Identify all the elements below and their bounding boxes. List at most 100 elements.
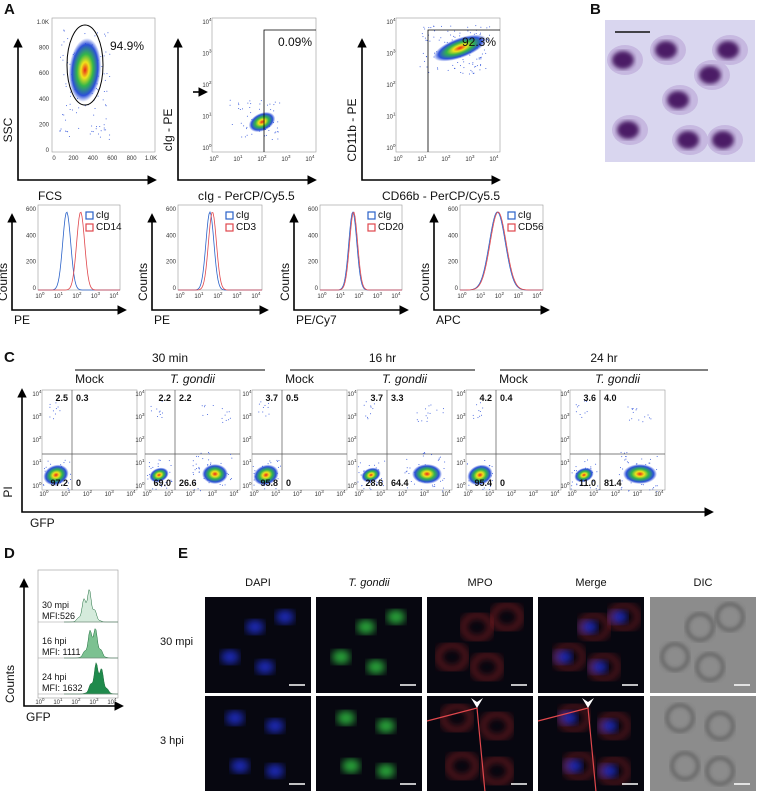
event-dot: [265, 415, 267, 417]
event-dot: [98, 133, 100, 135]
event-dot: [426, 39, 428, 41]
signal: [436, 643, 468, 671]
tick-exp: 1: [393, 112, 396, 117]
signal: [579, 620, 597, 634]
event-dot: [365, 401, 367, 403]
event-dot: [258, 403, 260, 405]
event-dot: [59, 129, 61, 131]
event-dot: [425, 56, 427, 58]
event-dot: [440, 480, 442, 482]
event-dot: [410, 481, 412, 483]
event-dot: [274, 101, 276, 103]
event-dot: [70, 95, 72, 97]
tick-base: 10: [91, 294, 98, 300]
column-header: MPO: [467, 577, 493, 589]
signal: [377, 719, 395, 733]
event-dot: [655, 485, 657, 487]
event-dot: [258, 108, 260, 110]
event-dot: [433, 36, 435, 38]
event-dot: [62, 59, 64, 61]
plot-frame: [37, 569, 119, 699]
legend-swatch: [367, 223, 376, 232]
event-dot: [192, 465, 194, 467]
tick-exp: 1: [60, 697, 63, 702]
trace-time: 24 hpi: [42, 672, 67, 682]
event-dot: [157, 465, 159, 467]
tick-base: 10: [489, 157, 496, 163]
tick-base: 10: [194, 294, 201, 300]
event-dot: [478, 410, 480, 412]
tick-exp: 1: [343, 291, 346, 296]
event-dot: [575, 466, 577, 468]
event-dot: [161, 412, 163, 414]
histogram-trace: [320, 211, 402, 291]
event-dot: [224, 414, 226, 416]
event-dot: [157, 415, 159, 417]
event-dot: [596, 471, 598, 473]
event-dot: [579, 414, 581, 416]
event-dot: [427, 417, 429, 419]
legend-swatch: [367, 211, 376, 220]
tick-base: 10: [386, 83, 393, 89]
cell: [686, 613, 714, 641]
tick-exp: 0: [464, 291, 467, 296]
event-dot: [259, 103, 261, 105]
event-dot: [656, 490, 658, 492]
column-header: DIC: [694, 577, 713, 589]
quadrant-value: 26.6: [179, 478, 197, 488]
event-dot: [468, 63, 470, 65]
tick-exp: 2: [78, 697, 81, 702]
event-dot: [631, 418, 633, 420]
event-dot: [416, 419, 418, 421]
event-dot: [228, 411, 230, 413]
event-dot: [635, 409, 637, 411]
signal: [342, 759, 360, 773]
event-dot: [484, 459, 486, 461]
micrograph: [538, 597, 644, 693]
tick-base: 10: [373, 294, 380, 300]
event-dot: [473, 417, 475, 419]
event-dot: [228, 419, 230, 421]
event-dot: [63, 74, 65, 76]
event-dot: [95, 128, 97, 130]
tick-exp: 1: [463, 458, 466, 463]
event-dot: [107, 32, 109, 34]
event-dot: [208, 453, 210, 455]
event-dot: [100, 56, 102, 58]
signal: [558, 704, 590, 732]
event-dot: [66, 105, 68, 107]
tick-base: 10: [233, 157, 240, 163]
x-tick-label: 0: [52, 156, 56, 162]
event-dot: [277, 138, 279, 140]
event-dot: [487, 39, 489, 41]
event-dot: [476, 404, 478, 406]
tick-base: 10: [109, 294, 116, 300]
legend-label: CD14: [96, 222, 122, 233]
tick-exp: 1: [567, 458, 570, 463]
quadrant-value: 3.3: [391, 393, 404, 403]
event-dot: [442, 408, 444, 410]
event-dot: [262, 411, 264, 413]
quadrant-value: 0.5: [286, 393, 299, 403]
event-dot: [587, 459, 589, 461]
y-axis-label: Counts: [418, 263, 432, 301]
event-dot: [251, 133, 253, 135]
event-dot: [101, 66, 103, 68]
legend-label: CD56: [518, 222, 544, 233]
event-dot: [358, 472, 360, 474]
event-dot: [416, 412, 418, 414]
event-dot: [367, 418, 369, 420]
nucleus: [655, 41, 677, 59]
y-tick-label: 200: [308, 260, 319, 266]
event-dot: [219, 484, 221, 486]
column-header: DAPI: [245, 577, 271, 589]
event-dot: [194, 469, 196, 471]
event-dot: [240, 122, 242, 124]
event-dot: [489, 489, 491, 491]
tick-exp: 4: [258, 291, 261, 296]
event-dot: [482, 407, 484, 409]
tick-exp: 1: [201, 291, 204, 296]
event-dot: [102, 99, 104, 101]
event-dot: [57, 406, 59, 408]
event-dot: [491, 466, 493, 468]
